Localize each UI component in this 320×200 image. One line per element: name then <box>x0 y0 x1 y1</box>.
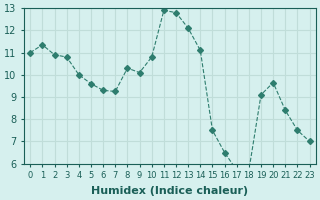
X-axis label: Humidex (Indice chaleur): Humidex (Indice chaleur) <box>92 186 249 196</box>
